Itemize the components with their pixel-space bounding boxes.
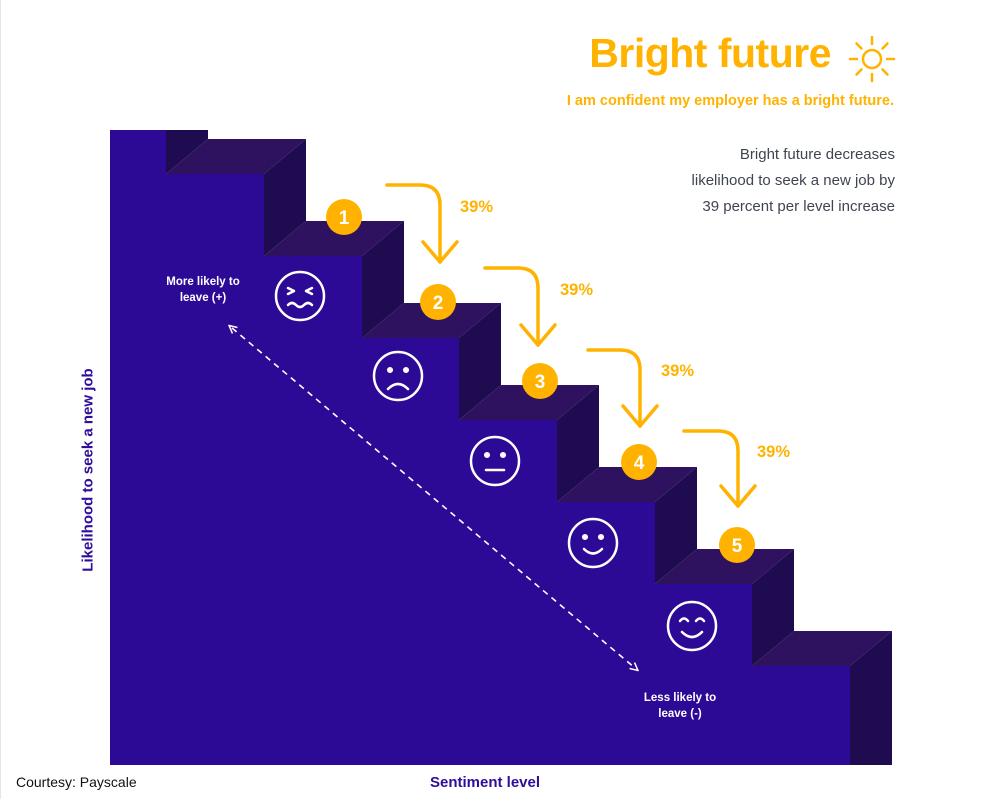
note-line: leave (-) — [658, 708, 702, 720]
stair-top — [752, 631, 892, 666]
description-line: 39 percent per level increase — [702, 198, 895, 215]
stair-riser — [264, 139, 306, 256]
x-axis-label: Sentiment level — [429, 774, 541, 791]
level-number: 4 — [634, 453, 645, 474]
stair-riser — [166, 130, 208, 174]
subtitle: I am confident my employer has a bright … — [566, 93, 894, 109]
stair-top — [166, 139, 306, 174]
decrease-label: 39% — [560, 281, 594, 299]
sad-face-icon — [372, 350, 424, 402]
stair-top — [655, 549, 794, 584]
level-number: 5 — [732, 536, 743, 557]
decrease-arrow — [385, 183, 459, 264]
decrease-arrow — [586, 348, 659, 428]
source-credit: Courtesy: Payscale — [16, 774, 137, 790]
page-title: Bright future — [589, 30, 831, 76]
level-number: 3 — [535, 372, 546, 393]
smiling-face-icon — [567, 517, 619, 569]
decrease-label: 39% — [661, 362, 695, 380]
level-marker: 2 — [420, 284, 456, 320]
level-number: 2 — [433, 293, 444, 314]
level-markers: 1 2 3 4 5 — [326, 199, 755, 563]
level-number: 1 — [339, 208, 350, 229]
level-marker: 5 — [719, 527, 755, 563]
description: Bright future decreases likelihood to se… — [692, 142, 895, 220]
stair-riser — [752, 549, 794, 666]
description-line: Bright future decreases — [739, 146, 895, 163]
happy-face-icon — [666, 600, 718, 652]
level-marker: 1 — [326, 199, 362, 235]
distressed-face-icon — [274, 270, 326, 322]
description-line: likelihood to seek a new job by — [691, 172, 895, 189]
stair-top — [264, 221, 404, 256]
stair-riser — [362, 221, 404, 338]
left-border — [0, 0, 1, 799]
neutral-face-icon — [469, 435, 521, 487]
note-line: More likely to — [166, 276, 240, 288]
decrease-label: 39% — [460, 198, 494, 216]
stair-riser — [850, 631, 892, 765]
decrease-arrow — [483, 266, 557, 347]
level-marker: 4 — [621, 444, 657, 480]
less-likely-note: Less likely to leave (-) — [625, 690, 735, 722]
more-likely-note: More likely to leave (+) — [148, 274, 258, 306]
stair-riser — [655, 467, 697, 584]
decrease-arrows — [385, 183, 757, 508]
sun-icon — [848, 35, 896, 83]
y-axis-label: Likelihood to seek a new job — [79, 368, 97, 572]
note-line: leave (+) — [179, 292, 227, 304]
note-line: Less likely to — [643, 692, 717, 704]
decrease-arrow — [682, 429, 757, 508]
level-marker: 3 — [522, 363, 558, 399]
decrease-label: 39% — [757, 443, 791, 461]
